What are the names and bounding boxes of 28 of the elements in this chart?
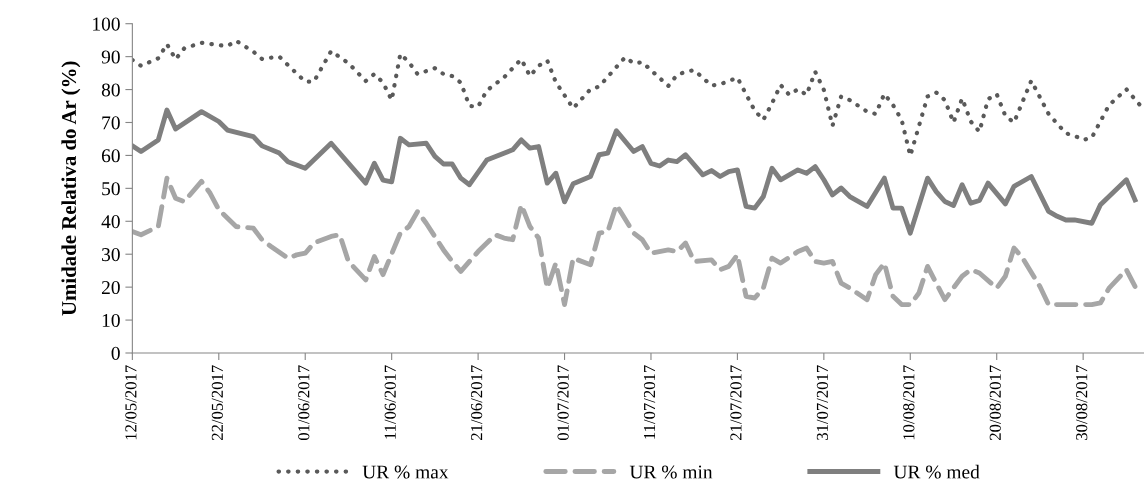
y-tick-label: 60: [101, 149, 120, 163]
x-tick-label: 12/05/2017: [125, 365, 137, 440]
x-tick-label: 01/07/2017: [557, 365, 569, 441]
y-tick-label: 100: [93, 17, 120, 31]
x-tick-label: 30/08/2017: [1076, 365, 1088, 440]
y-tick-label: 40: [101, 215, 120, 229]
y-tick-label: 80: [101, 83, 120, 97]
y-tick-label: 50: [102, 182, 120, 196]
y-axis-title: Umidade Relativa do Ar (%): [61, 61, 81, 316]
y-tick-label: 30: [102, 248, 120, 262]
y-tick-label: 90: [101, 50, 120, 64]
x-tick-label: 22/05/2017: [211, 365, 223, 440]
legend-label: UR % min: [629, 465, 713, 479]
y-tick-label: 20: [101, 280, 120, 295]
legend-label: UR % med: [893, 464, 980, 479]
legend-label: UR % max: [362, 465, 449, 479]
y-tick-label: 0: [111, 346, 120, 360]
x-tick-label: 11/07/2017: [643, 365, 656, 439]
line-series: [132, 175, 1138, 308]
y-tick-label: 10: [102, 313, 120, 328]
x-tick-label: 10/08/2017: [903, 365, 915, 440]
x-tick-label: 31/07/2017: [816, 365, 829, 440]
x-tick-label: 20/08/2017: [989, 365, 1001, 440]
y-tick-label: 70: [102, 116, 120, 130]
x-tick-label: 21/06/2017: [471, 365, 483, 440]
x-tick-label: 11/06/2017: [384, 365, 396, 439]
x-tick-label: 21/07/2017: [730, 365, 742, 440]
x-tick-label: 01/06/2017: [298, 365, 310, 441]
